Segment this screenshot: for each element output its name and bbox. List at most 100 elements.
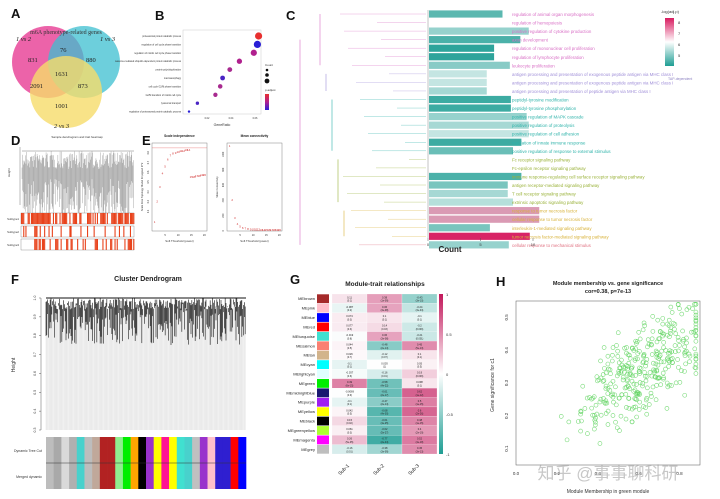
trait-cell: [48, 226, 50, 237]
dotplot-x-tick: 0.02: [205, 117, 210, 120]
trait-cell: [73, 213, 75, 224]
colorbar-tick: 7: [678, 31, 681, 36]
scatter-point: [693, 309, 699, 315]
heatmap-cell-pvalue: (2e-19): [416, 431, 424, 434]
scatter-point: [677, 380, 683, 385]
trait-cell: [46, 213, 48, 224]
scatter-point: [673, 380, 679, 386]
heatmap-cell-value: 0.49: [347, 380, 353, 384]
trait-cell: [102, 239, 104, 250]
scatter-point: [598, 358, 603, 364]
module-membership-scatter: Module membership vs. gene significance …: [490, 281, 701, 495]
trait-cell: [89, 213, 91, 224]
scatter-point: [663, 348, 669, 353]
heatmap-cell-pvalue: (4e-22): [381, 384, 389, 387]
heatmap-cell-pvalue: (3e-08): [381, 337, 389, 340]
category-label: regulation of innate immune response: [512, 140, 586, 145]
scatter-point: [648, 390, 654, 396]
colorbar: [665, 18, 674, 66]
scatter-point: [615, 348, 620, 354]
heatmap-cell-pvalue: (0.1): [347, 403, 352, 406]
trait-cell: [27, 213, 29, 224]
trait-cell: [43, 239, 45, 250]
heatmap-cell-value: -0.087: [346, 305, 354, 309]
threshold-plot-y-tick: 400: [222, 198, 225, 203]
threshold-point: 20: [278, 228, 282, 232]
scatter-point: [608, 381, 613, 387]
trait-cell: [123, 226, 125, 237]
bar: [429, 36, 521, 44]
scatter-point: [584, 395, 590, 401]
trait-cell: [124, 239, 126, 250]
trait-cell: [70, 226, 72, 237]
trait-cell: [55, 239, 57, 250]
module-color-cell: [46, 437, 54, 463]
scatter-point: [661, 359, 667, 365]
threshold-plot-y-tick: 1000: [222, 151, 225, 157]
scatter-point: [667, 348, 673, 354]
trait-cell: [72, 213, 74, 224]
heatmap-cell-value: -0.1: [347, 399, 352, 403]
threshold-point: 14: [187, 148, 191, 152]
heatmap-cell-value: -0.68: [382, 408, 388, 412]
trait-cell: [84, 239, 86, 250]
scatter-point: [642, 370, 647, 375]
trait-cell: [94, 213, 96, 224]
bar-x-tick: 5: [479, 242, 482, 247]
bar: [429, 207, 540, 215]
trait-cell: [57, 239, 59, 250]
colorbar-tick: 1: [446, 292, 449, 297]
scatter-point: [623, 391, 629, 397]
side-note: TAP-dependent: [668, 77, 692, 81]
module-color-cell: [138, 437, 147, 463]
heatmap-cell-value: -0.16: [382, 371, 388, 375]
trait-cell: [131, 213, 133, 224]
trait-cell: [63, 213, 65, 224]
heatmap-cell-pvalue: (1e-15): [416, 403, 424, 406]
module-color-cell: [176, 463, 185, 489]
heatmap-cell-pvalue: (5e-13): [416, 347, 424, 350]
heatmap-cell-pvalue: (0.5): [347, 413, 352, 416]
category-label: regulation of animal organ morphogenesis: [512, 12, 595, 17]
category-label: positive regulation of proteolysis: [512, 123, 575, 128]
heatmap-cell-value: -0.0069: [345, 390, 354, 394]
scatter-point: [654, 350, 660, 355]
trait-cell: [82, 239, 84, 250]
category-label: extrinsic apoptotic signaling pathway: [512, 200, 584, 205]
heatmap-cell-value: 0.48: [417, 418, 423, 422]
category-label: positive regulation of cytokine producti…: [512, 29, 592, 34]
threshold-plot-x-tick: 15: [190, 233, 193, 237]
scatter-point: [667, 328, 673, 334]
module-color-cell: [169, 437, 178, 463]
venn-region-value: 831: [28, 57, 38, 64]
bar: [429, 113, 527, 121]
module-label: MElightcyan: [293, 372, 315, 377]
heatmap-cell-pvalue: (2e-14): [381, 403, 389, 406]
scatter-point: [633, 404, 638, 410]
watermark: 知乎 @事事聊科研: [538, 464, 679, 483]
scatter-point: [611, 399, 616, 405]
dendrogram-title: Sample dendrogram and trait heatmap: [51, 135, 103, 139]
cluster-dendrogram-ylabel: Height: [11, 357, 17, 372]
heatmap-cell-pvalue: (0.003): [416, 328, 424, 331]
module-color-cell: [76, 437, 85, 463]
trait-cell: [22, 213, 24, 224]
go-dotplot: GeneRatio Count p.adjust proteasomal pro…: [115, 29, 276, 127]
scatter-point: [621, 364, 626, 370]
heatmap-column-label: Sub-1: [337, 463, 351, 477]
venn-region-value: 880: [86, 57, 96, 64]
bar: [429, 95, 511, 104]
panel-label-f: F: [11, 272, 19, 287]
scatter-point: [650, 329, 656, 334]
threshold-plot-x-tick: 10: [177, 233, 180, 237]
trait-cell: [118, 213, 120, 224]
scatter-point: [614, 425, 620, 431]
threshold-point: 11: [179, 149, 182, 153]
threshold-plot-x-tick: 5: [164, 233, 166, 237]
trait-cell: [132, 213, 134, 224]
venn-set-2vs3: [30, 56, 102, 128]
module-color-swatch: [317, 388, 329, 398]
category-label: regulation of lymphocyte proliferation: [512, 55, 584, 60]
module-color-cell: [130, 463, 139, 489]
scatter-point: [653, 348, 659, 354]
